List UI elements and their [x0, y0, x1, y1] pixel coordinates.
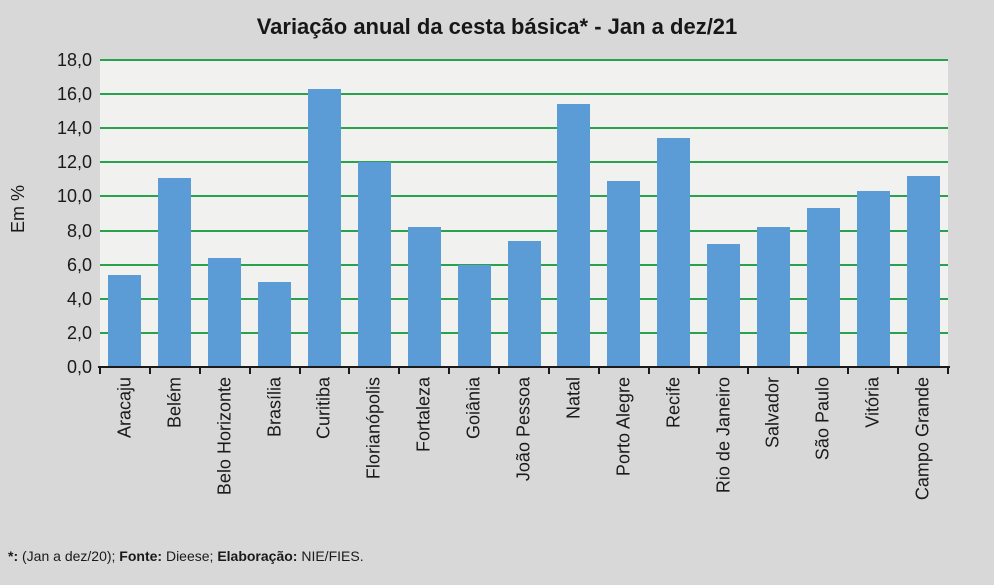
y-tick-label-18-0: 18,0 — [56, 50, 92, 70]
x-label-text: Brasília — [264, 377, 285, 438]
bar-belo-horizonte — [208, 257, 242, 367]
x-axis-tick — [847, 368, 850, 374]
footer-label: Elaboração: — [217, 548, 298, 564]
x-label-text: Aracaju — [114, 377, 135, 439]
y-axis-title: Em % — [8, 185, 28, 234]
gridline-14 — [100, 127, 948, 130]
bar-aracaju — [108, 274, 142, 367]
x-label-curitiba: Curitiba — [314, 377, 335, 444]
chart-title: Variação anual da cesta básica* - Jan a … — [256, 14, 738, 39]
x-label-text: Rio de Janeiro — [713, 377, 734, 494]
x-axis-tick — [947, 368, 949, 374]
bar-salvador — [756, 227, 790, 367]
x-axis-tick — [597, 368, 600, 374]
x-label-natal: Natal — [563, 377, 584, 424]
y-tick-label-8-0: 8,0 — [66, 220, 92, 241]
x-label-text: Natal — [563, 377, 584, 420]
x-label-text: Porto Alegre — [613, 377, 634, 477]
x-label-belem: Belém — [164, 377, 185, 433]
y-tick-label-6-0: 6,0 — [66, 254, 92, 275]
bar-porto-alegre — [607, 181, 641, 367]
footer-text: NIE/FIES. — [297, 548, 364, 564]
x-axis-tick — [897, 368, 900, 374]
x-label-text: Campo Grande — [912, 377, 933, 501]
x-label-text: Belém — [164, 377, 185, 429]
y-tick-label-0-0: 0,0 — [66, 357, 92, 377]
bar-rio-de-janeiro — [707, 244, 741, 367]
y-tick-label-12-0: 12,0 — [56, 152, 92, 173]
x-label-belo-horizonte: Belo Horizonte — [214, 377, 235, 500]
bar-goiania — [457, 264, 491, 367]
x-label-text: Vitória — [862, 377, 883, 428]
x-label-text: São Paulo — [812, 377, 833, 461]
bar-florianopolis — [357, 162, 391, 367]
x-axis-tick — [448, 368, 451, 374]
x-axis-line — [98, 366, 950, 368]
x-label-recife: Recife — [663, 377, 684, 433]
bar-natal — [557, 104, 591, 367]
plot-area — [100, 59, 948, 367]
x-axis-tick — [797, 368, 800, 374]
footer-text: Dieese; — [162, 548, 218, 564]
gridline-16 — [100, 93, 948, 96]
bar-campo-grande — [906, 175, 940, 367]
y-tick-label-16-0: 16,0 — [56, 84, 92, 105]
x-axis-tick — [99, 368, 101, 374]
bar-sao-paulo — [806, 208, 840, 367]
x-label-text: Belo Horizonte — [214, 377, 235, 496]
x-label-text: Salvador — [762, 377, 783, 449]
x-label-sao-paulo: São Paulo — [813, 377, 834, 465]
x-label-rio-de-janeiro: Rio de Janeiro — [713, 377, 734, 498]
x-label-vitoria: Vitória — [863, 377, 884, 433]
gridline-18 — [100, 59, 948, 61]
x-label-text: Recife — [663, 377, 684, 429]
gridline-10 — [100, 195, 948, 198]
bar-recife — [657, 138, 691, 367]
x-label-joao-pessoa: João Pessoa — [514, 377, 535, 486]
x-label-aracaju: Aracaju — [114, 377, 135, 443]
source-note: *: (Jan a dez/20); Fonte: Dieese; Elabor… — [8, 548, 364, 564]
gridline-12 — [100, 161, 948, 164]
bar-vitoria — [856, 191, 890, 367]
x-axis-tick — [398, 368, 401, 374]
x-axis-tick — [248, 368, 251, 374]
bar-belem — [158, 177, 192, 367]
x-label-campo-grande: Campo Grande — [913, 377, 934, 505]
x-label-text: João Pessoa — [513, 377, 534, 482]
x-axis-tick — [198, 368, 201, 374]
bar-fortaleza — [407, 227, 441, 367]
bar-joao-pessoa — [507, 240, 541, 367]
y-tick-label-14-0: 14,0 — [56, 118, 92, 139]
x-label-text: Curitiba — [313, 377, 334, 440]
footer-text: (Jan a dez/20); — [18, 548, 120, 564]
x-label-brasilia: Brasília — [264, 377, 285, 442]
bar-curitiba — [307, 89, 341, 367]
x-axis-category-labels: Aracaju Belém Belo Horizonte Brasília Curiti… — [100, 377, 948, 542]
x-axis-tick — [298, 368, 301, 374]
x-label-text: Goiânia — [463, 377, 484, 440]
bar-brasilia — [258, 281, 292, 367]
x-label-text: Fortaleza — [413, 377, 434, 453]
x-axis-tick — [697, 368, 700, 374]
x-label-salvador: Salvador — [763, 377, 784, 453]
x-axis-tick — [148, 368, 151, 374]
y-tick-label-2-0: 2,0 — [66, 322, 92, 343]
x-axis-tick — [647, 368, 650, 374]
footer-label: Fonte: — [119, 548, 163, 564]
x-label-florianopolis: Florianópolis — [364, 377, 385, 484]
x-axis-tick — [747, 368, 750, 374]
x-label-fortaleza: Fortaleza — [414, 377, 435, 457]
x-axis-tick — [498, 368, 501, 374]
x-axis-tick — [348, 368, 351, 374]
x-label-goiania: Goiânia — [464, 377, 485, 444]
x-label-text: Florianópolis — [363, 377, 384, 480]
x-axis-tick — [547, 368, 550, 374]
y-tick-label-4-0: 4,0 — [66, 288, 92, 309]
x-label-porto-alegre: Porto Alegre — [613, 377, 634, 481]
footer-label: *: — [8, 548, 19, 564]
y-tick-label-10-0: 10,0 — [56, 186, 92, 207]
